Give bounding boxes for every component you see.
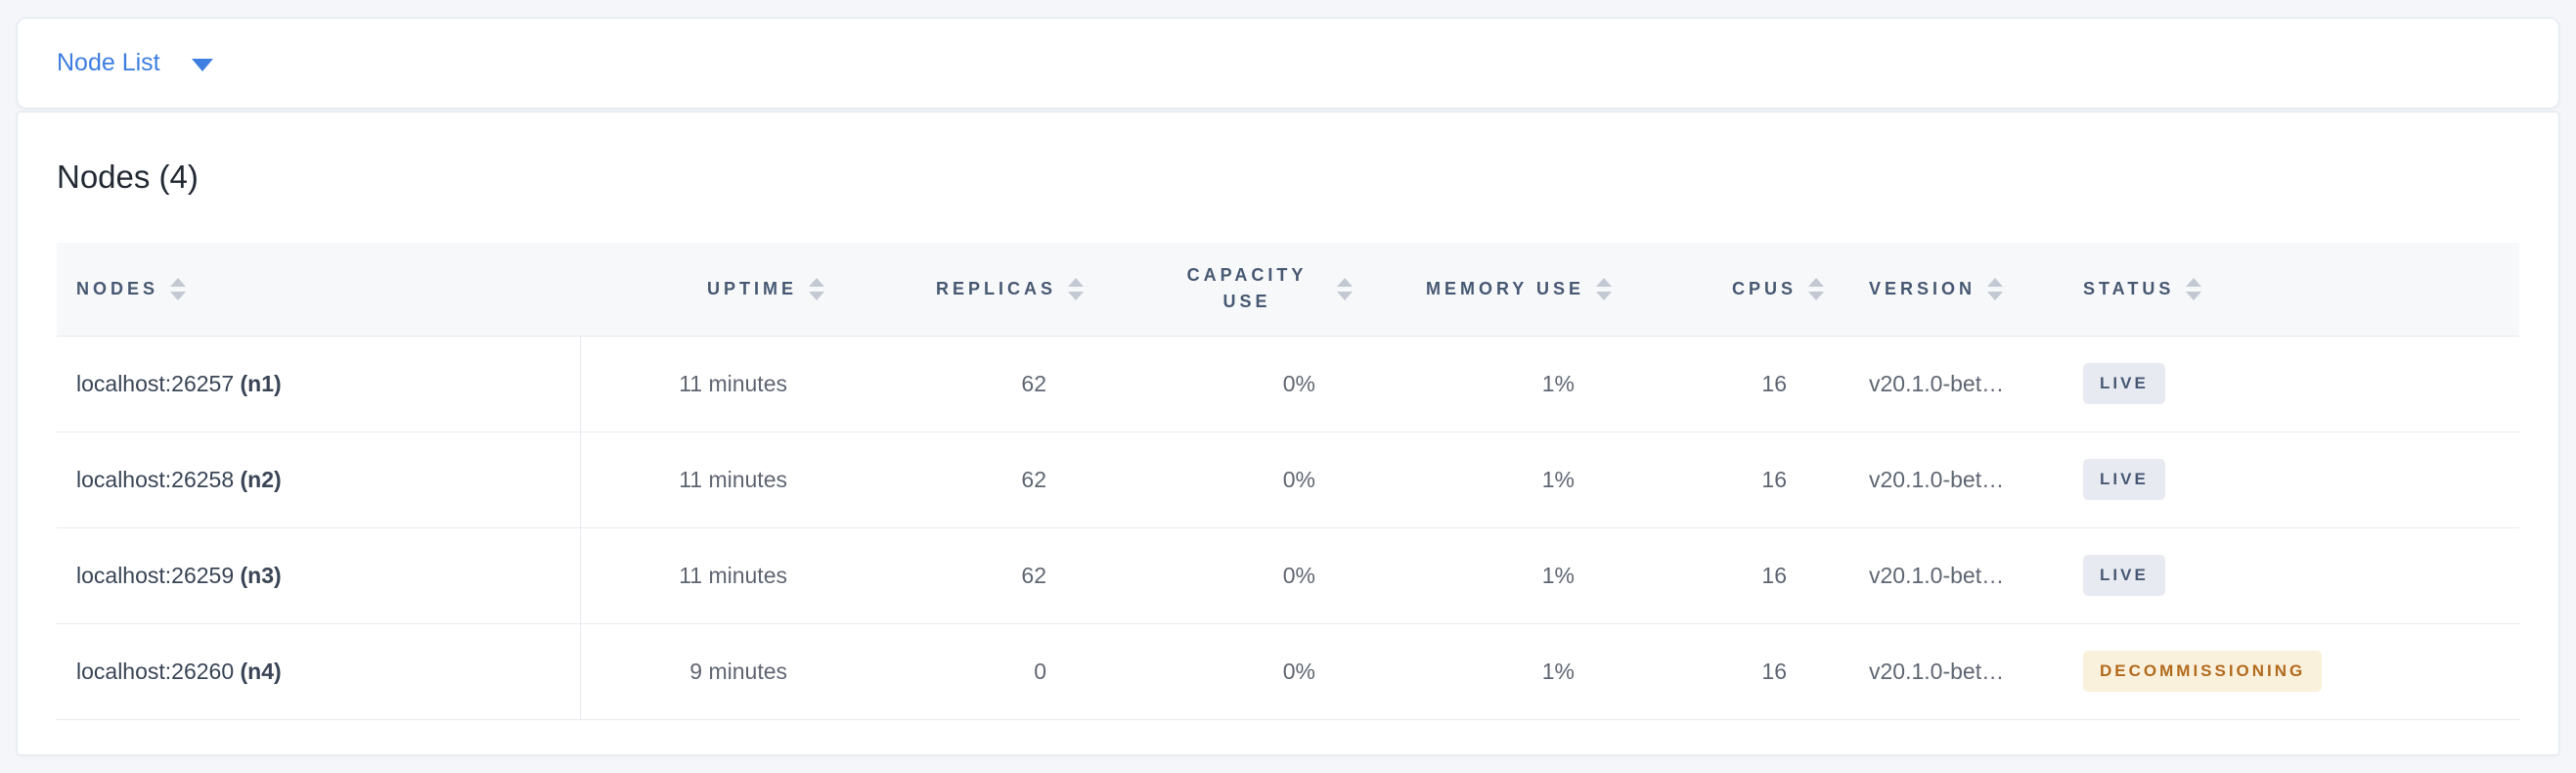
version-cell: v20.1.0-bet… xyxy=(1832,527,2045,624)
status-badge: DECOMMISSIONING xyxy=(2083,651,2323,692)
column-header-label: CPUS xyxy=(1731,278,1797,298)
cpus-cell: 16 xyxy=(1620,623,1832,720)
page-title: Nodes (4) xyxy=(57,159,199,195)
column-header-label: MEMORY USE xyxy=(1425,278,1584,298)
version-cell: v20.1.0-bet… xyxy=(1832,432,2045,528)
cpus-cell: 16 xyxy=(1620,336,1832,432)
uptime-cell: 9 minutes xyxy=(580,623,832,720)
table-row: localhost:26258 (n2) 11 minutes 62 0% 1%… xyxy=(57,432,2519,528)
status-cell: LIVE xyxy=(2045,336,2519,432)
nodes-card: Nodes (4) NODES UPTIME xyxy=(17,112,2559,755)
node-list-dropdown-label: Node List xyxy=(57,49,160,76)
memory-use-cell: 1% xyxy=(1360,623,1620,720)
cpus-cell: 16 xyxy=(1620,527,1832,624)
table-header-row: NODES UPTIME REPLICAS xyxy=(57,243,2519,337)
status-badge: LIVE xyxy=(2083,363,2165,404)
table-row: localhost:26259 (n3) 11 minutes 62 0% 1%… xyxy=(57,527,2519,624)
table-row: localhost:26260 (n4) 9 minutes 0 0% 1% 1… xyxy=(57,623,2519,720)
status-cell: LIVE xyxy=(2045,432,2519,528)
uptime-cell: 11 minutes xyxy=(580,527,832,624)
caret-down-icon xyxy=(191,58,213,71)
column-header-version[interactable]: VERSION xyxy=(1832,243,2045,337)
node-address: localhost:26259 xyxy=(76,562,235,588)
sort-icon[interactable] xyxy=(809,277,824,300)
uptime-cell: 11 minutes xyxy=(580,336,832,432)
column-header-memory-use[interactable]: MEMORY USE xyxy=(1360,243,1620,337)
column-header-label: CAPACITY USE xyxy=(1186,265,1308,312)
sort-icon[interactable] xyxy=(1596,277,1612,300)
version-cell: v20.1.0-bet… xyxy=(1832,623,2045,720)
version-cell: v20.1.0-bet… xyxy=(1832,336,2045,432)
replicas-cell: 62 xyxy=(832,336,1091,432)
sort-icon[interactable] xyxy=(170,277,187,300)
memory-use-cell: 1% xyxy=(1360,527,1620,624)
sort-icon[interactable] xyxy=(2186,277,2202,300)
table-row: localhost:26257 (n1) 11 minutes 62 0% 1%… xyxy=(57,336,2519,432)
column-header-status[interactable]: STATUS xyxy=(2045,243,2519,337)
status-badge: LIVE xyxy=(2083,555,2165,596)
node-address-cell: localhost:26259 (n3) xyxy=(57,527,581,624)
sort-icon[interactable] xyxy=(1808,277,1824,300)
node-address-cell: localhost:26258 (n2) xyxy=(57,432,581,528)
column-header-nodes[interactable]: NODES xyxy=(57,243,580,337)
nodes-table: NODES UPTIME REPLICAS xyxy=(57,243,2519,720)
node-address: localhost:26260 xyxy=(76,658,235,684)
replicas-cell: 0 xyxy=(832,623,1091,720)
capacity-use-cell: 0% xyxy=(1091,527,1360,624)
status-badge: LIVE xyxy=(2083,459,2165,500)
column-header-uptime[interactable]: UPTIME xyxy=(580,243,832,337)
capacity-use-cell: 0% xyxy=(1091,623,1360,720)
node-address: localhost:26258 xyxy=(76,466,235,492)
column-header-label: STATUS xyxy=(2083,278,2175,298)
memory-use-cell: 1% xyxy=(1360,432,1620,528)
replicas-cell: 62 xyxy=(832,432,1091,528)
column-header-label: UPTIME xyxy=(706,278,797,298)
capacity-use-cell: 0% xyxy=(1091,432,1360,528)
replicas-cell: 62 xyxy=(832,527,1091,624)
column-header-replicas[interactable]: REPLICAS xyxy=(832,243,1091,337)
column-header-cpus[interactable]: CPUS xyxy=(1620,243,1832,337)
sort-icon[interactable] xyxy=(1068,277,1084,300)
view-selector-bar: Node List xyxy=(17,18,2559,109)
cpus-cell: 16 xyxy=(1620,432,1832,528)
node-address: localhost:26257 xyxy=(76,370,235,396)
uptime-cell: 11 minutes xyxy=(580,432,832,528)
column-header-label: VERSION xyxy=(1869,278,1976,298)
column-header-capacity-use[interactable]: CAPACITY USE xyxy=(1091,243,1360,337)
node-list-dropdown[interactable]: Node List xyxy=(57,49,213,77)
column-header-label: NODES xyxy=(76,278,159,298)
capacity-use-cell: 0% xyxy=(1091,336,1360,432)
sort-icon[interactable] xyxy=(1337,277,1353,300)
node-address-cell: localhost:26260 (n4) xyxy=(57,623,581,720)
node-id: (n1) xyxy=(240,370,282,396)
node-id: (n2) xyxy=(240,466,282,492)
status-cell: DECOMMISSIONING xyxy=(2045,623,2519,720)
status-cell: LIVE xyxy=(2045,527,2519,624)
column-header-label: REPLICAS xyxy=(935,278,1056,298)
node-address-cell: localhost:26257 (n1) xyxy=(57,336,581,432)
node-id: (n3) xyxy=(240,562,282,588)
node-id: (n4) xyxy=(240,658,282,684)
sort-icon[interactable] xyxy=(1987,277,2004,300)
memory-use-cell: 1% xyxy=(1360,336,1620,432)
